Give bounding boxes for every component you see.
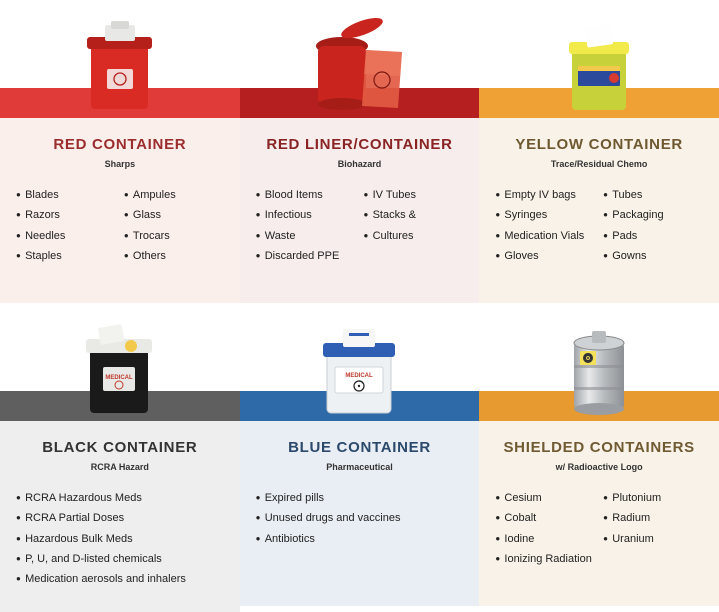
container-info: RED CONTAINER Sharps BladesRazorsNeedlesSt… <box>0 118 240 303</box>
items-list: Expired pillsUnused drugs and vaccinesAn… <box>256 488 464 549</box>
items-col-right: PlutoniumRadiumUranium <box>603 488 703 569</box>
container-info: BLUE CONTAINER Pharmaceutical Expired pill… <box>240 421 480 606</box>
red-liner-image <box>304 16 414 114</box>
container-cell-blue: MEDICAL BLUE CONTAINER Pharmaceutical Expi… <box>240 303 480 612</box>
items-col-left: Blood ItemsInfectiousWasteDiscarded PPE <box>256 185 356 266</box>
container-info: SHIELDED CONTAINERS w/ Radioactive Logo Ce… <box>479 421 719 606</box>
list-item: Needles <box>16 226 116 246</box>
list-item: Hazardous Bulk Meds <box>16 529 224 549</box>
list-item: Antibiotics <box>256 529 464 549</box>
shielded-container-image <box>560 321 638 417</box>
blue-container-image: MEDICAL <box>313 323 405 417</box>
container-image-area <box>0 0 240 118</box>
list-item: Iodine <box>495 529 595 549</box>
items-col-right: IV TubesStacks &Cultures <box>364 185 464 266</box>
container-info: RED LINER/CONTAINERBiohazardBlood ItemsI… <box>240 118 480 303</box>
items-col-left: CesiumCobaltIodineIonizing Radiation <box>495 488 595 569</box>
container-image-area: MEDICAL <box>0 303 240 421</box>
container-title: RED LINER/CONTAINER <box>256 136 464 153</box>
container-cell-shielded: SHIELDED CONTAINERS w/ Radioactive Logo Ce… <box>479 303 719 612</box>
list-item: Cesium <box>495 488 595 508</box>
container-image-area <box>240 0 480 118</box>
container-illustration: MEDICAL <box>313 323 405 417</box>
list-item: Tubes <box>603 185 703 205</box>
list-item: Empty IV bags <box>495 185 595 205</box>
list-item: P, U, and D-listed chemicals <box>16 549 224 569</box>
list-item: Ionizing Radiation <box>495 549 595 569</box>
list-item: IV Tubes <box>364 185 464 205</box>
container-cell-redliner: RED LINER/CONTAINERBiohazardBlood ItemsI… <box>240 0 480 303</box>
list-item: Glass <box>124 205 224 225</box>
svg-text:MEDICAL: MEDICAL <box>346 373 374 379</box>
list-item: Razors <box>16 205 116 225</box>
container-image-area <box>479 0 719 118</box>
svg-text:MEDICAL: MEDICAL <box>106 375 134 381</box>
list-item: Blades <box>16 185 116 205</box>
container-subtitle: Pharmaceutical <box>256 462 464 472</box>
container-illustration: MEDICAL <box>77 321 162 417</box>
list-item: Trocars <box>124 226 224 246</box>
items-list: Empty IV bagsSyringesMedication VialsGlo… <box>495 185 703 266</box>
list-item: Gloves <box>495 246 595 266</box>
list-item: Expired pills <box>256 488 464 508</box>
list-item: Infectious <box>256 205 356 225</box>
black-container-image: MEDICAL <box>77 321 162 417</box>
list-item: Staples <box>16 246 116 266</box>
yellow-container-image <box>560 22 638 114</box>
container-subtitle: w/ Radioactive Logo <box>495 462 703 472</box>
container-illustration <box>77 19 162 114</box>
list-item: RCRA Partial Doses <box>16 508 224 528</box>
items-col-right: TubesPackagingPadsGowns <box>603 185 703 266</box>
items-col-left: Expired pillsUnused drugs and vaccinesAn… <box>256 488 464 549</box>
list-item: RCRA Hazardous Meds <box>16 488 224 508</box>
list-item: Unused drugs and vaccines <box>256 508 464 528</box>
container-subtitle: Trace/Residual Chemo <box>495 159 703 169</box>
list-item: Others <box>124 246 224 266</box>
list-item: Gowns <box>603 246 703 266</box>
list-item: Plutonium <box>603 488 703 508</box>
container-title: YELLOW CONTAINER <box>495 136 703 153</box>
container-grid: RED CONTAINERSharpsBladesRazorsNeedlesSt… <box>0 0 719 612</box>
container-cell-red: RED CONTAINER Sharps BladesRazorsNeedlesSt… <box>0 0 240 303</box>
list-item: Radium <box>603 508 703 528</box>
container-title: BLUE CONTAINER <box>256 439 464 456</box>
items-col-right: AmpulesGlassTrocarsOthers <box>124 185 224 266</box>
container-image-area: MEDICAL <box>240 303 480 421</box>
container-title: SHIELDED CONTAINERS <box>495 439 703 456</box>
container-cell-yellow: YELLOW CONTAINER Trace/Residual Chemo Empt… <box>479 0 719 303</box>
container-illustration <box>560 22 638 114</box>
container-info: BLACK CONTAINER RCRA Hazard RCRA Hazardous… <box>0 421 240 612</box>
list-item: Cultures <box>364 226 464 246</box>
container-cell-black: MEDICAL BLACK CONTAINER RCRA Hazard RCRA H… <box>0 303 240 612</box>
container-illustration <box>560 321 638 417</box>
list-item: Medication aerosols and inhalers <box>16 569 224 589</box>
items-list: RCRA Hazardous MedsRCRA Partial DosesHaz… <box>16 488 224 590</box>
list-item: Cobalt <box>495 508 595 528</box>
items-list: CesiumCobaltIodineIonizing RadiationPlut… <box>495 488 703 569</box>
list-item: Packaging <box>603 205 703 225</box>
list-item: Discarded PPE <box>256 246 356 266</box>
list-item: Medication Vials <box>495 226 595 246</box>
list-item: Syringes <box>495 205 595 225</box>
container-illustration <box>304 16 414 114</box>
container-title: RED CONTAINER <box>16 136 224 153</box>
list-item: Uranium <box>603 529 703 549</box>
list-item: Pads <box>603 226 703 246</box>
list-item: Blood Items <box>256 185 356 205</box>
items-col-left: BladesRazorsNeedlesStaples <box>16 185 116 266</box>
container-subtitle: RCRA Hazard <box>16 462 224 472</box>
container-info: YELLOW CONTAINER Trace/Residual Chemo Empt… <box>479 118 719 303</box>
container-subtitle: Biohazard <box>256 159 464 169</box>
list-item: Ampules <box>124 185 224 205</box>
container-subtitle: Sharps <box>16 159 224 169</box>
items-col-left: Empty IV bagsSyringesMedication VialsGlo… <box>495 185 595 266</box>
items-col-left: RCRA Hazardous MedsRCRA Partial DosesHaz… <box>16 488 224 590</box>
list-item: Stacks & <box>364 205 464 225</box>
container-title: BLACK CONTAINER <box>16 439 224 456</box>
items-list: BladesRazorsNeedlesStaplesAmpulesGlassTr… <box>16 185 224 266</box>
list-item: Waste <box>256 226 356 246</box>
red-container-image <box>77 19 162 114</box>
container-image-area <box>479 303 719 421</box>
items-list: Blood ItemsInfectiousWasteDiscarded PPEI… <box>256 185 464 266</box>
